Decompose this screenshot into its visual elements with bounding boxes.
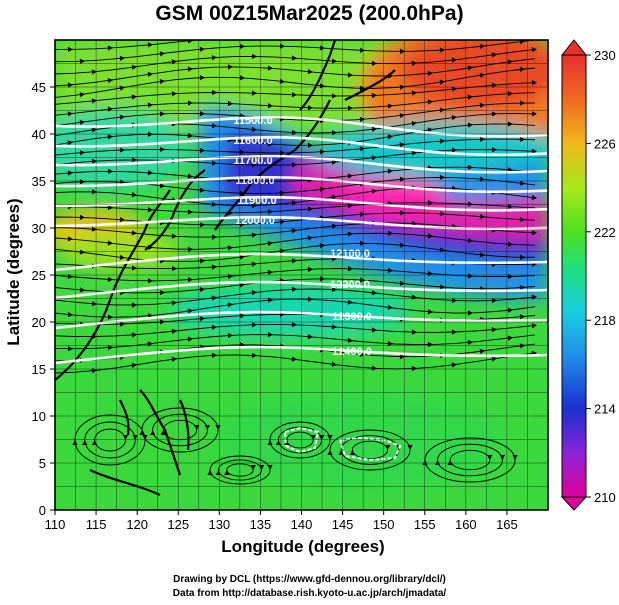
- y-tick-label: 20: [32, 315, 46, 330]
- x-tick-label: 135: [250, 517, 272, 532]
- y-tick-label: 30: [32, 221, 46, 236]
- x-tick-label: 160: [455, 517, 477, 532]
- coastline: [55, 40, 396, 496]
- x-tick-label: 130: [208, 517, 230, 532]
- contour-line: [55, 116, 548, 138]
- y-tick-label: 35: [32, 174, 46, 189]
- contour-label: 12200.0: [330, 279, 370, 291]
- colorbar-body: [561, 54, 587, 498]
- x-tick-label: 155: [414, 517, 436, 532]
- contour-line: [55, 252, 548, 272]
- contour-line: [55, 280, 548, 300]
- contour-label: 11900.0: [237, 195, 276, 207]
- colorbar: 230 226 222 218 214 210: [560, 39, 616, 511]
- x-axis-label: Longitude (degrees): [221, 537, 385, 556]
- contour-label: 12100.0: [330, 248, 370, 260]
- colorbar-tick-label: 210: [594, 490, 616, 505]
- y-tick-label: 15: [32, 362, 46, 377]
- x-tick-label: 110: [45, 517, 66, 532]
- x-tick-label: 115: [86, 517, 107, 532]
- y-tick-label: 25: [32, 268, 46, 283]
- x-tick-label: 165: [496, 517, 518, 532]
- y-tick-label: 45: [32, 80, 46, 95]
- x-tick-label: 120: [126, 517, 148, 532]
- colorbar-bottom-arrow: [560, 496, 588, 511]
- contour-label: 11700.0: [233, 155, 272, 167]
- contour-line: [55, 175, 548, 194]
- x-tick-label: 145: [332, 517, 354, 532]
- colorbar-top-arrow: [560, 39, 588, 56]
- contour-line: [55, 136, 548, 157]
- x-tick-label: 150: [373, 517, 395, 532]
- contour-line: [55, 195, 548, 212]
- x-ticks: 110 115 120 125 130 135 140 145 150 155 160 165: [45, 510, 518, 532]
- y-ticks: 0 5 10 15 20 25 30 35 40 45: [32, 80, 55, 518]
- map-title: GSM 00Z15Mar2025 (200.0hPa): [155, 2, 464, 25]
- contour-label: 12400.0: [332, 346, 372, 358]
- contour-line: [55, 154, 548, 174]
- colorbar-tick-label: 230: [594, 48, 616, 63]
- contour-label: 11600.0: [233, 135, 272, 147]
- contour-line: [55, 345, 548, 365]
- y-tick-label: 0: [39, 503, 46, 518]
- credit-line-2: Data from http://database.rish.kyoto-u.a…: [172, 588, 447, 599]
- contour-label: 12300.0: [332, 311, 372, 323]
- colorbar-tick-label: 222: [594, 225, 616, 240]
- y-tick-label: 40: [32, 127, 46, 142]
- contour-label: 11500.0: [233, 115, 272, 127]
- x-tick-label: 125: [167, 517, 189, 532]
- tropical-contour: [283, 426, 402, 462]
- map-figure: 11500.011600.011700.011800.011900.012000…: [32, 39, 616, 532]
- contour-label: 12000.0: [235, 215, 275, 227]
- y-tick-label: 10: [32, 409, 46, 424]
- graticule: [55, 40, 548, 510]
- y-tick-label: 5: [39, 456, 46, 471]
- colorbar-tick-label: 218: [594, 313, 616, 328]
- credit-line-1: Drawing by DCL (https://www.gfd-dennou.o…: [173, 574, 446, 585]
- x-tick-label: 140: [291, 517, 313, 532]
- colorbar-tick-label: 214: [594, 402, 616, 417]
- contour-line: [55, 310, 548, 330]
- colorbar-tick-label: 226: [594, 136, 616, 151]
